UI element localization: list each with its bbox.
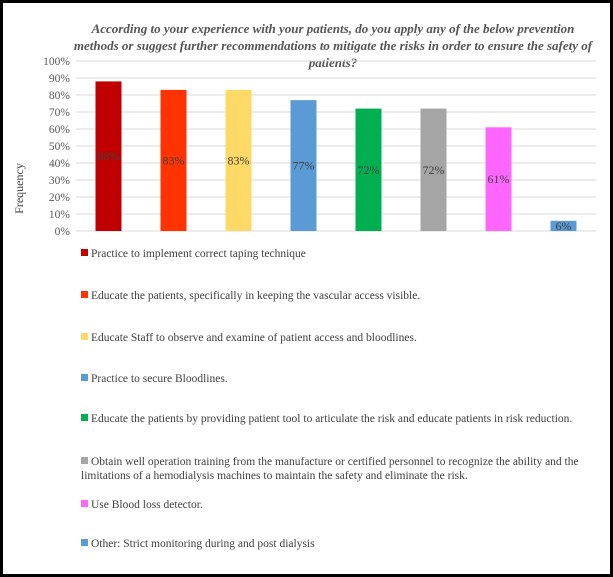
y-tick-label: 20% — [49, 192, 71, 204]
data-label: 6% — [556, 219, 572, 233]
legend-item: Use Blood loss detector. — [81, 498, 581, 512]
legend-swatch — [81, 333, 88, 340]
legend-label: Practice to implement correct taping tec… — [91, 248, 306, 260]
bar — [420, 108, 447, 231]
data-label: 72% — [423, 163, 445, 177]
y-tick-label: 100% — [43, 56, 70, 68]
legend-item: Educate Staff to observe and examine of … — [81, 331, 581, 345]
legend-swatch — [81, 249, 88, 256]
legend-item: Other: Strict monitoring during and post… — [81, 537, 581, 551]
legend-label: Educate the patients, specifically in ke… — [91, 290, 421, 302]
data-label: 83% — [163, 153, 185, 167]
legend-swatch — [81, 291, 88, 298]
y-axis-label: Frequency — [11, 163, 26, 214]
legend-label: Obtain well operation training from the … — [81, 456, 579, 482]
y-tick-label: 50% — [49, 141, 71, 153]
bar — [290, 100, 317, 231]
legend-swatch — [81, 374, 88, 381]
bar — [225, 89, 252, 232]
legend-item: Educate the patients by providing patien… — [81, 412, 581, 426]
y-tick-label: 40% — [49, 158, 71, 170]
legend-swatch — [81, 457, 88, 464]
y-tick-label: 60% — [49, 124, 71, 136]
y-tick-label: 70% — [49, 107, 71, 119]
legend-label: Use Blood loss detector. — [91, 499, 203, 511]
y-tick-label: 80% — [49, 90, 71, 102]
bar — [160, 89, 187, 232]
legend-item: Educate the patients, specifically in ke… — [81, 289, 581, 303]
legend-swatch — [81, 414, 88, 421]
legend-item: Practice to secure Bloodlines. — [81, 372, 581, 386]
data-label: 61% — [488, 172, 510, 186]
legend-swatch — [81, 539, 88, 546]
legend-label: Educate Staff to observe and examine of … — [91, 332, 417, 344]
plot-area: 0% 10% 20% 30% 40% 50% 60% 70% 80% 90% 100% 88% 83% 8… — [43, 56, 596, 238]
data-label: 72% — [358, 163, 380, 177]
legend-item: Practice to implement correct taping tec… — [81, 247, 581, 261]
legend-label: Educate the patients by providing patien… — [91, 413, 573, 425]
bar — [550, 220, 577, 231]
y-tick-label: 30% — [49, 175, 71, 187]
y-tick-label: 90% — [49, 73, 71, 85]
data-label: 77% — [293, 159, 315, 173]
bar — [355, 108, 382, 231]
bar — [95, 81, 122, 232]
data-label: 88% — [98, 149, 120, 163]
y-tick-label: 10% — [49, 209, 71, 221]
chart-title: According to your experience with your p… — [73, 21, 593, 70]
legend-swatch — [81, 500, 88, 507]
bar — [485, 127, 512, 231]
legend-item: Obtain well operation training from the … — [81, 455, 581, 483]
y-tick-label: 0% — [55, 226, 71, 238]
data-label: 83% — [228, 153, 250, 167]
legend-label: Other: Strict monitoring during and post… — [91, 538, 315, 550]
legend-label: Practice to secure Bloodlines. — [91, 373, 228, 385]
